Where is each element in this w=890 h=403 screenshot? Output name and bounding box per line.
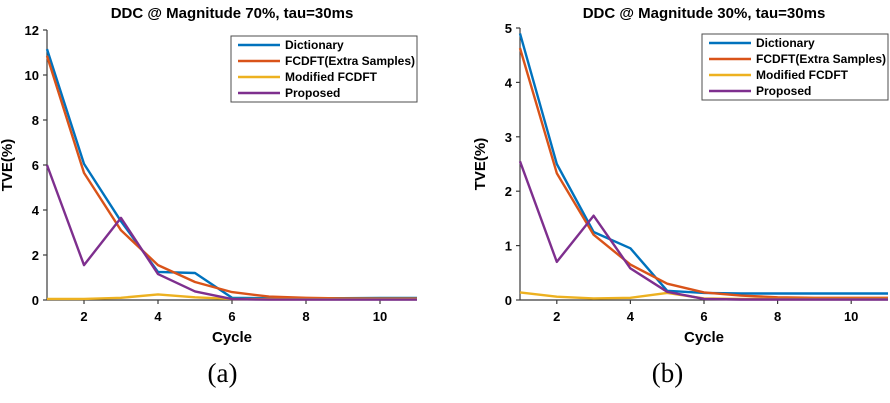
legend-label-modified-fcdft: Modified FCDFT <box>285 70 378 84</box>
y-tick-label: 4 <box>32 203 40 218</box>
legend-label-proposed: Proposed <box>756 84 811 98</box>
x-tick-label: 6 <box>700 309 707 324</box>
x-tick-label: 2 <box>553 309 560 324</box>
y-tick-label: 0 <box>505 293 512 308</box>
y-tick-label: 3 <box>505 130 512 145</box>
x-tick-label: 10 <box>844 309 858 324</box>
y-axis-label: TVE(%) <box>0 139 16 192</box>
y-tick-label: 5 <box>505 21 512 36</box>
x-tick-label: 10 <box>373 309 387 324</box>
series-line-proposed <box>45 164 417 301</box>
chart-panel-b: 0 1 2 3 4 5 2 4 6 8 10 DDC @ Magnitude 30%, tau=30m… <box>445 0 890 403</box>
y-tick-label: 2 <box>505 184 512 199</box>
y-axis-label: TVE(%) <box>472 138 489 191</box>
x-tick-label: 2 <box>80 309 87 324</box>
line-chart-a: 0 2 4 6 8 10 12 2 4 6 8 10 DDC @ Magnitude 70%, tau=… <box>0 5 418 346</box>
line-chart-b: 0 1 2 3 4 5 2 4 6 8 10 DDC @ Magnitude 30%, tau=30m… <box>472 5 889 346</box>
y-tick-label: 2 <box>32 248 39 263</box>
subfigure-caption-a: (a) <box>207 358 238 388</box>
legend-label-fcdft-extra-samples: FCDFT(Extra Samples) <box>756 52 886 66</box>
y-tick-label: 6 <box>32 158 39 173</box>
x-tick-label: 4 <box>154 309 162 324</box>
y-tick-label: 12 <box>25 23 39 38</box>
y-tick-label: 1 <box>505 239 512 254</box>
legend-label-dictionary: Dictionary <box>756 36 815 50</box>
y-tick-label: 0 <box>32 293 39 308</box>
x-tick-label: 8 <box>774 309 781 324</box>
chart-title: DDC @ Magnitude 30%, tau=30ms <box>583 5 826 22</box>
x-tick-label: 6 <box>228 309 235 324</box>
chart-panel-a: 0 2 4 6 8 10 12 2 4 6 8 10 DDC @ Magnitude 70%, tau=… <box>0 5 418 388</box>
series-line-proposed <box>518 160 888 301</box>
legend-box <box>701 33 889 101</box>
x-axis-label: Cycle <box>212 329 252 346</box>
x-tick-label: 8 <box>302 309 309 324</box>
legend-label-dictionary: Dictionary <box>285 38 344 52</box>
legend-label-proposed: Proposed <box>285 86 340 100</box>
legend-box <box>230 35 418 103</box>
y-tick-label: 4 <box>505 75 513 90</box>
y-tick-label: 8 <box>32 113 39 128</box>
legend-label-fcdft-extra-samples: FCDFT(Extra Samples) <box>285 54 415 68</box>
legend-label-modified-fcdft: Modified FCDFT <box>756 68 849 82</box>
x-axis-label: Cycle <box>684 329 724 346</box>
chart-title: DDC @ Magnitude 70%, tau=30ms <box>111 5 354 22</box>
x-tick-label: 4 <box>627 309 635 324</box>
y-tick-label: 10 <box>25 68 39 83</box>
subfigure-caption-b: (b) <box>651 358 684 388</box>
